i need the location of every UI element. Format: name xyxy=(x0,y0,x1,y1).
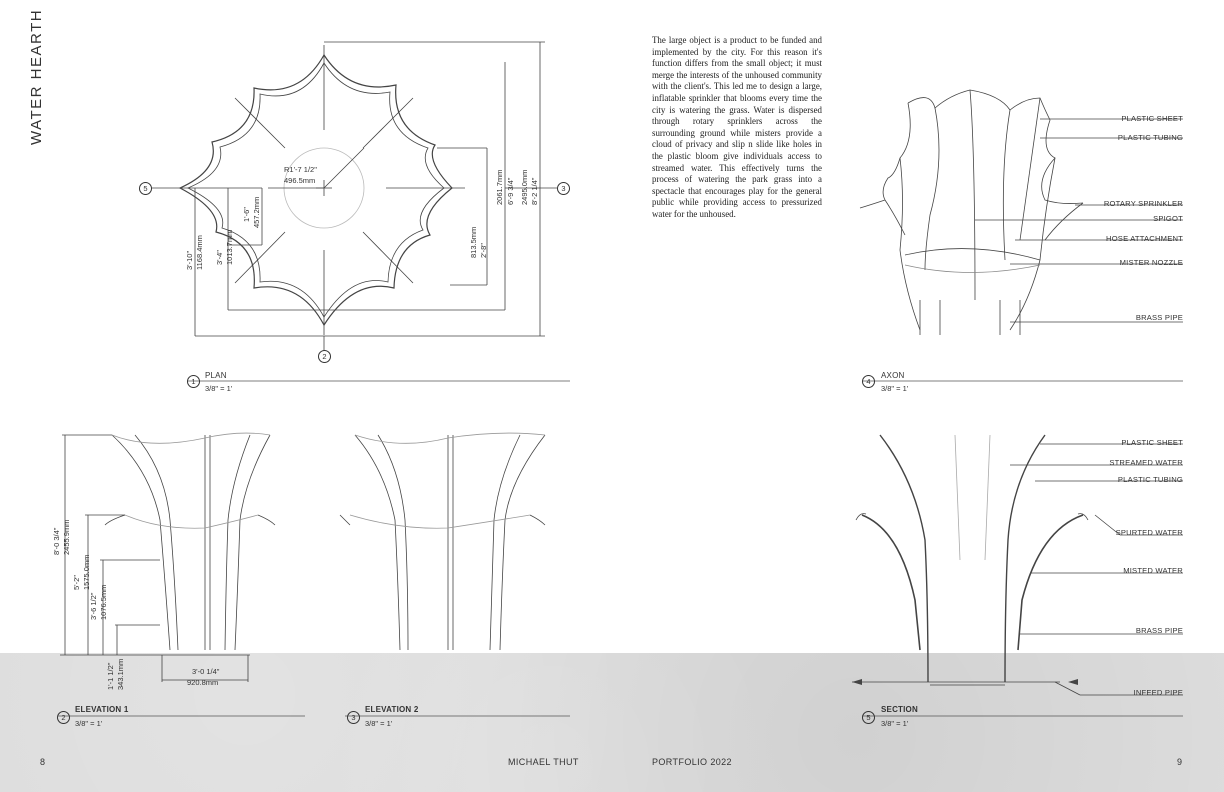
section-label: PLASTIC SHEET xyxy=(1121,438,1183,447)
plan-inner-mm: 2061.7mm xyxy=(495,169,504,205)
axon-view-title: AXON xyxy=(881,371,905,380)
plan-radius-mm: 496.5mm xyxy=(284,176,316,185)
axon-label: PLASTIC SHEET xyxy=(1121,114,1183,123)
elev-h4: 1'-1 1/2" xyxy=(106,662,115,690)
section-label: MISTED WATER xyxy=(1123,566,1183,575)
elev-h2: 5'-2" xyxy=(72,575,81,590)
plan-left-b-mm: 1013.7mm xyxy=(225,229,234,265)
section-drawing xyxy=(852,434,1183,717)
plan-overall: 8'-2 1/4" xyxy=(530,177,539,205)
author-name: MICHAEL THUT xyxy=(508,757,579,767)
elevation1-view-title: ELEVATION 1 xyxy=(75,705,129,714)
plan-radius: R1'-7 1/2" xyxy=(284,165,317,174)
elevation2-view-scale: 3/8" = 1' xyxy=(365,719,393,728)
plan-left-a-mm: 1168.4mm xyxy=(195,235,204,270)
section-view-number: 5 xyxy=(862,711,875,724)
section-label: STREAMED WATER xyxy=(1109,458,1183,467)
elevation2-view-number: 3 xyxy=(347,711,360,724)
elev-h2-mm: 1575.0mm xyxy=(82,554,91,590)
elev-h1-mm: 2455.9mm xyxy=(62,519,71,555)
axon-label: MISTER NOZZLE xyxy=(1119,258,1183,267)
page-title: WATER HEARTH xyxy=(28,8,45,145)
plan-drawing xyxy=(178,41,570,382)
axon-label: ROTARY SPRINKLER xyxy=(1103,199,1183,208)
elev-h3: 3'-6 1/2" xyxy=(89,592,98,620)
section-view-scale: 3/8" = 1' xyxy=(881,719,909,728)
page-number-right: 9 xyxy=(1177,757,1183,767)
section-label: SPURTED WATER xyxy=(1115,528,1183,537)
plan-overall-mm: 2495.0mm xyxy=(520,169,529,205)
axon-view-scale: 3/8" = 1' xyxy=(881,384,909,393)
plan-marker-right: 3 xyxy=(557,182,570,195)
axon-label: HOSE ATTACHMENT xyxy=(1106,234,1183,243)
plan-marker-bottom: 2 xyxy=(318,350,331,363)
elevation2-view-title: ELEVATION 2 xyxy=(365,705,419,714)
plan-left-a: 3'-10" xyxy=(185,250,194,270)
plan-left-c-mm: 457.2mm xyxy=(252,196,261,228)
plan-right-a-mm: 813.5mm xyxy=(469,226,478,258)
description-paragraph: The large object is a product to be fund… xyxy=(652,35,822,219)
plan-view-title: PLAN xyxy=(205,371,227,380)
plan-inner: 6'-9 3/4" xyxy=(506,177,515,205)
section-label: BRASS PIPE xyxy=(1135,626,1183,635)
page-number-left: 8 xyxy=(40,757,46,767)
elevation1-view-scale: 3/8" = 1' xyxy=(75,719,103,728)
section-view-title: SECTION xyxy=(881,705,918,714)
plan-left-c: 1'-6" xyxy=(242,207,251,222)
elev-h4-mm: 343.1mm xyxy=(116,658,125,690)
ground-texture xyxy=(0,653,1224,792)
elev-w1: 3'-0 1/4" xyxy=(192,667,220,676)
elevation1-view-number: 2 xyxy=(57,711,70,724)
elev-w1-mm: 920.8mm xyxy=(187,678,219,687)
section-label: PLASTIC TUBING xyxy=(1117,475,1183,484)
axon-label: PLASTIC TUBING xyxy=(1117,133,1183,142)
elev-h3-mm: 1076.5mm xyxy=(99,584,108,620)
elevation1-drawing xyxy=(58,432,305,717)
elev-h1: 8'-0 3/4" xyxy=(52,527,61,555)
plan-view-scale: 3/8" = 1' xyxy=(205,384,233,393)
ground-band xyxy=(0,653,1224,792)
plan-marker-left: 5 xyxy=(139,182,152,195)
section-label: INFEED PIPE xyxy=(1133,688,1183,697)
axon-view-number: 4 xyxy=(862,375,875,388)
elevation2-drawing xyxy=(339,432,570,717)
portfolio-label: PORTFOLIO 2022 xyxy=(652,757,732,767)
plan-view-number: 1 xyxy=(187,375,200,388)
axon-drawing xyxy=(859,89,1183,382)
axon-label: BRASS PIPE xyxy=(1135,313,1183,322)
plan-left-b: 3'-4" xyxy=(215,250,224,265)
plan-right-a: 2'-8" xyxy=(479,243,488,258)
axon-label: SPIGOT xyxy=(1153,214,1183,223)
